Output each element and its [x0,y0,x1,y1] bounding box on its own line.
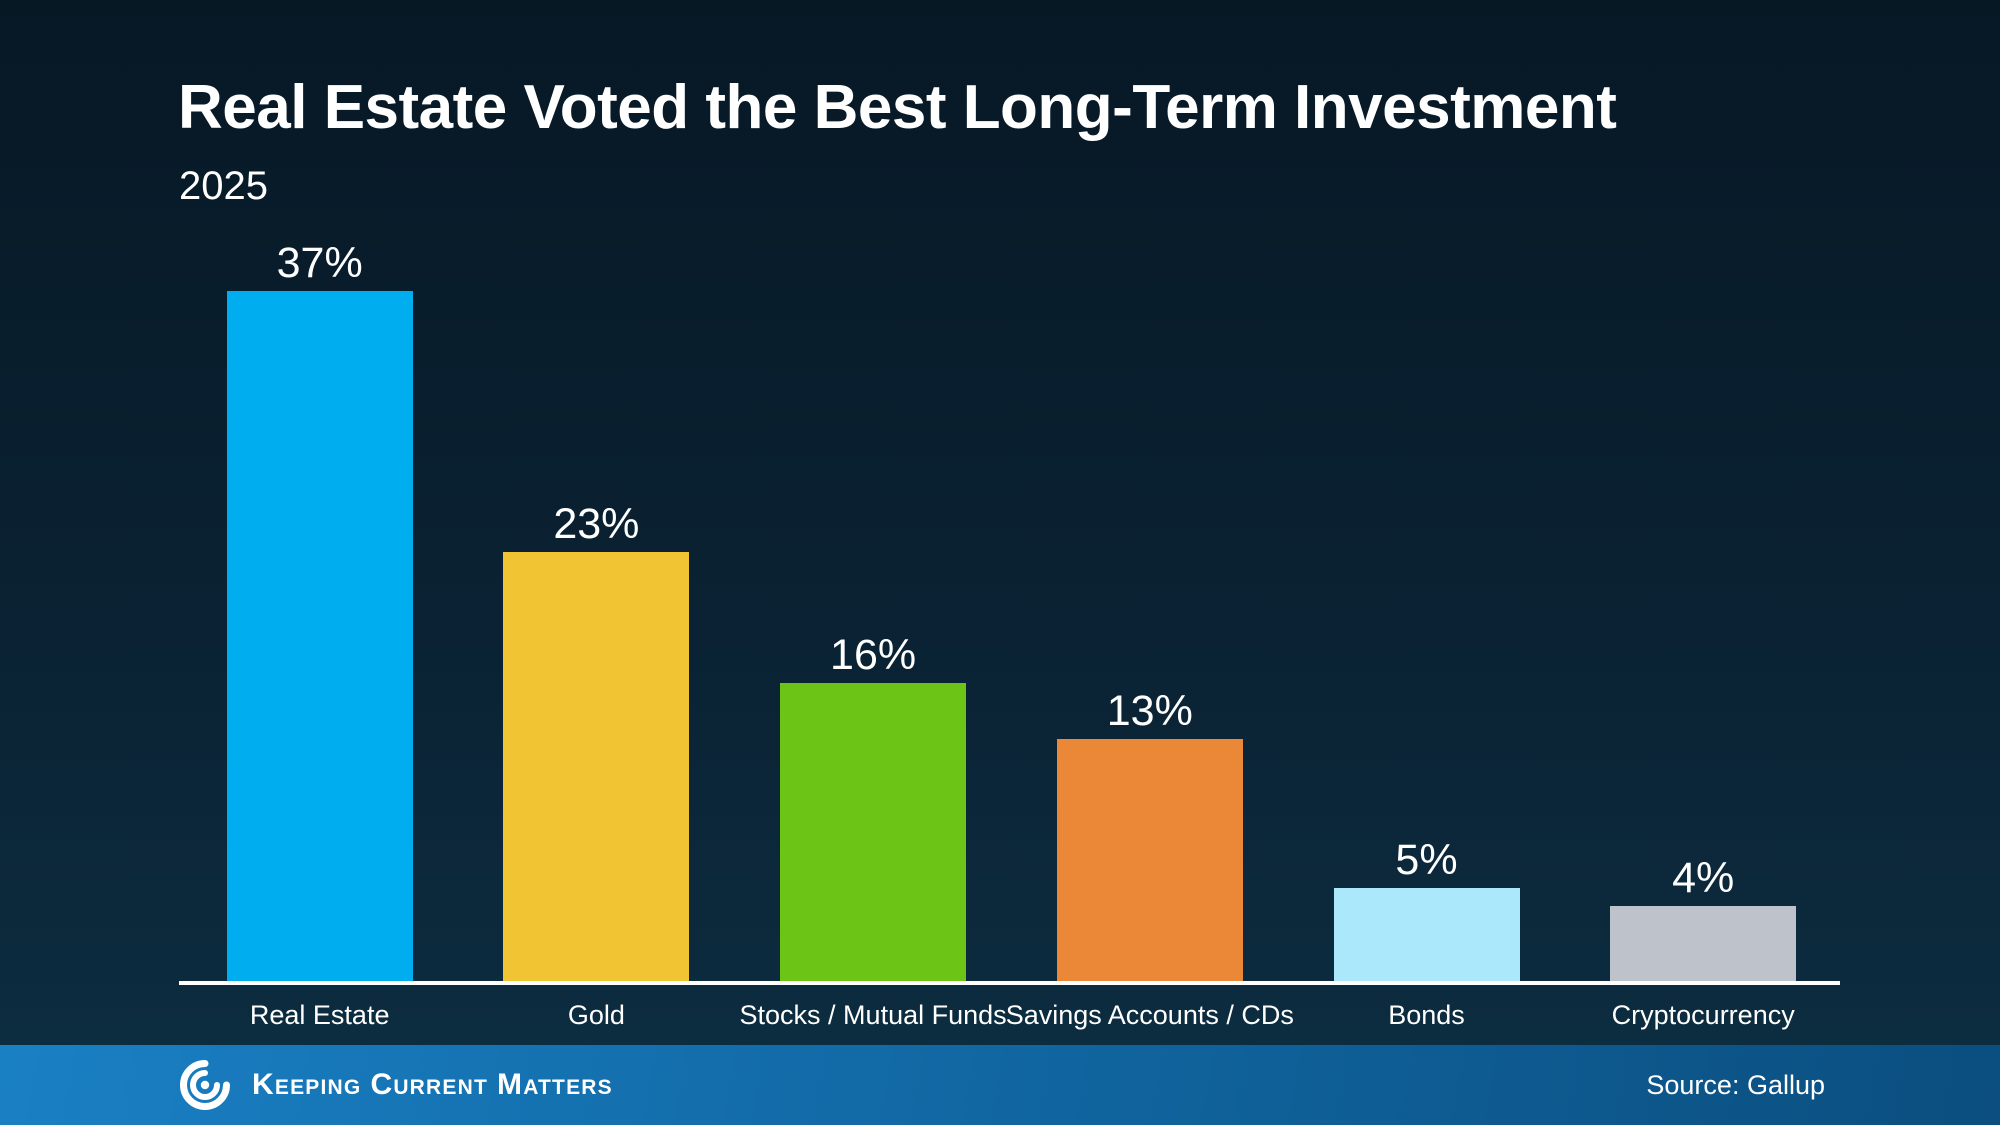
bar-category-label-gold: Gold [567,1000,625,1030]
bar-value-label-cryptocurrency: 4% [1672,854,1735,903]
bar-real-estate [226,290,413,981]
bar-value-label-savings-accounts-cds: 13% [1106,686,1193,735]
bar-category-label-cryptocurrency: Cryptocurrency [1611,1000,1795,1030]
x-axis-line [179,981,1840,985]
chart-title: Real Estate Voted the Best Long-Term Inv… [178,73,1617,142]
bar-category-label-bonds: Bonds [1388,1000,1465,1030]
bar-value-label-stocks-mutual-funds: 16% [830,630,917,679]
bar-gold [503,552,690,981]
brand-lockup: KEEPING CURRENT MATTERS [180,1045,622,1125]
footer-bar: KEEPING CURRENT MATTERS Source: Gallup [0,1045,2000,1125]
bar-category-label-savings-accounts-cds: Savings Accounts / CDs [1005,1000,1294,1030]
chart-subtitle-year: 2025 [179,164,268,208]
bar-category-label-real-estate: Real Estate [249,1000,390,1030]
source-credit: Source: Gallup [1646,1069,1825,1100]
bar-stocks-mutual-funds [780,682,967,981]
brand-name: KEEPING CURRENT MATTERS [252,1068,613,1101]
bar-value-label-gold: 23% [553,500,640,549]
kcm-swirl-logo-icon [180,1060,230,1110]
bar-bonds [1333,887,1520,981]
bar-cryptocurrency [1610,906,1797,981]
bar-savings-accounts-cds [1056,738,1243,981]
bar-value-label-real-estate: 37% [276,238,363,287]
bar-category-label-stocks-mutual-funds: Stocks / Mutual Funds [739,1000,1007,1030]
bar-value-label-bonds: 5% [1395,835,1458,884]
